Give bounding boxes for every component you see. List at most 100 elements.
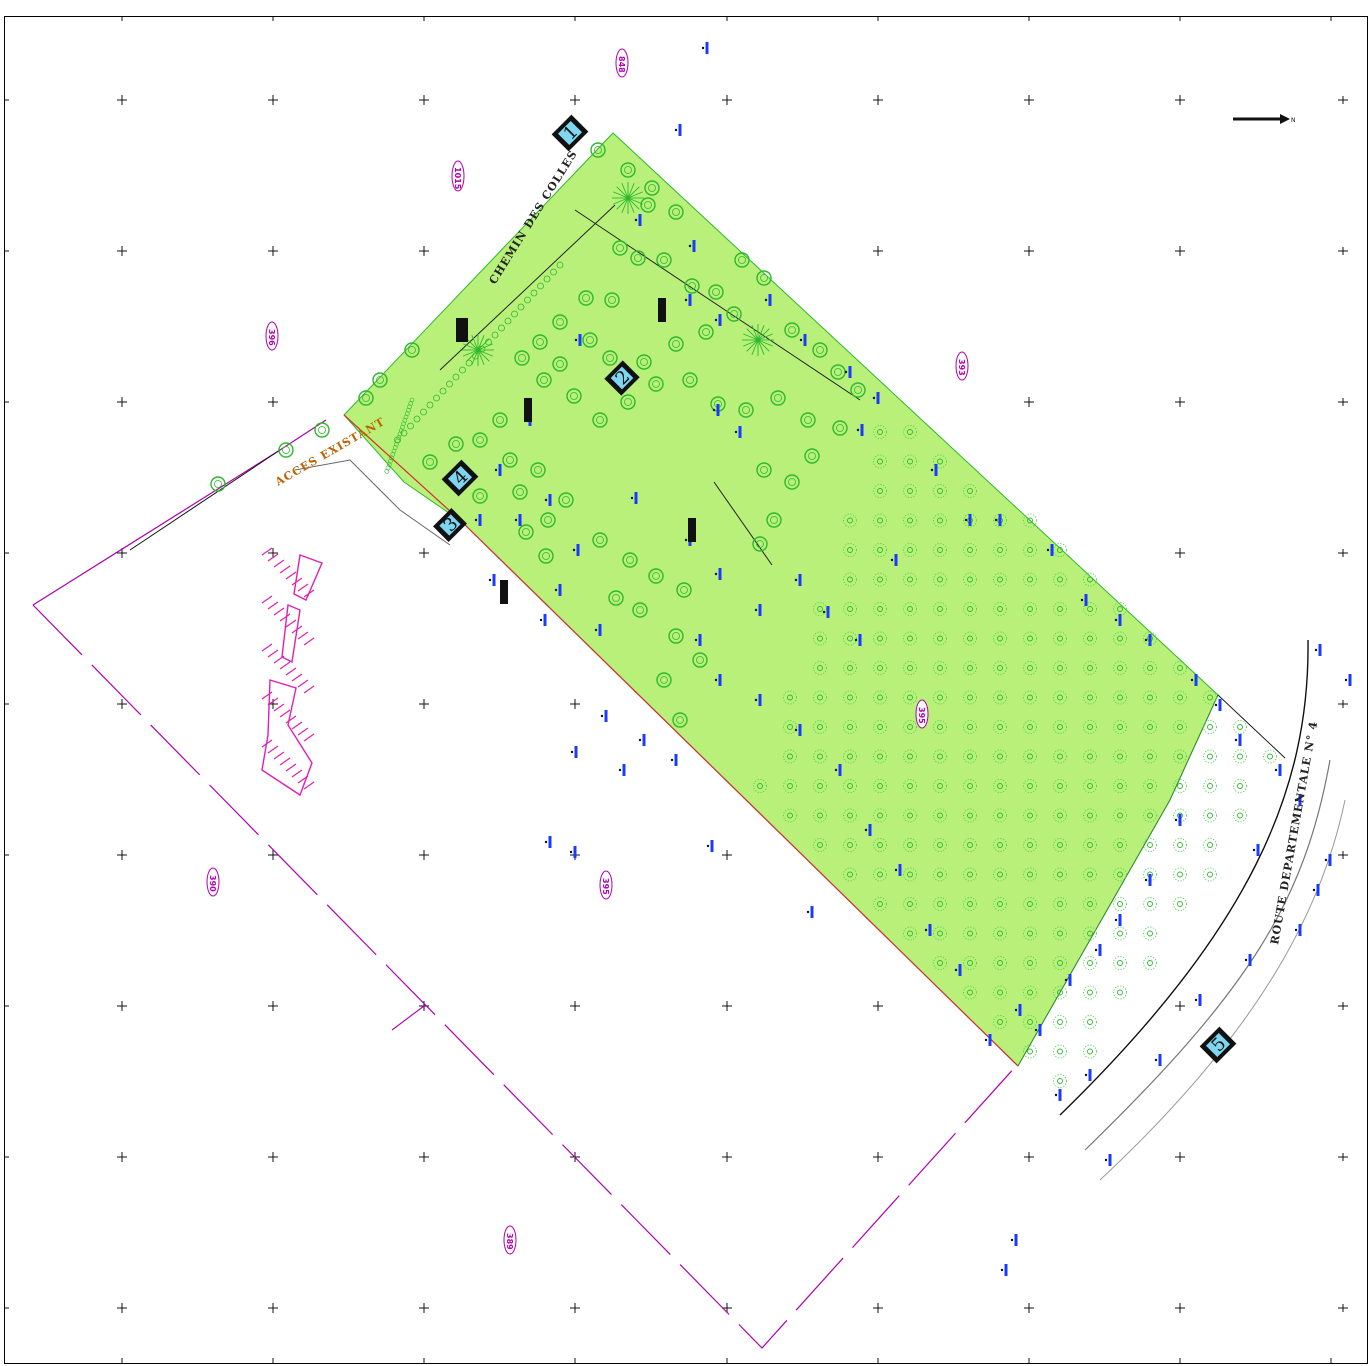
spot-elevation	[1080, 594, 1088, 606]
spot-elevation	[688, 240, 696, 252]
spot-elevation	[994, 514, 1002, 526]
spot-elevation	[1104, 1154, 1112, 1166]
view-marker-5[interactable]: 5	[1199, 1026, 1237, 1064]
spot-elevation	[1054, 1089, 1062, 1101]
spot-elevation	[844, 366, 852, 378]
spot-elevation	[854, 634, 862, 646]
palm-icon	[742, 324, 774, 356]
svg-text:1015: 1015	[453, 167, 462, 190]
spot-elevation	[1214, 699, 1222, 711]
structure-block	[658, 298, 666, 322]
spot-elevation	[1014, 1004, 1022, 1016]
spot-elevation	[544, 836, 552, 848]
spot-elevation	[494, 464, 502, 476]
spot-elevation	[638, 734, 646, 746]
spot-elevation	[1010, 1234, 1018, 1246]
spot-elevation	[1194, 994, 1202, 1006]
palm-icon	[462, 334, 494, 366]
building-footprints	[261, 554, 323, 797]
spot-elevation	[539, 614, 547, 626]
spot-elevation	[574, 334, 582, 346]
palm-icon	[612, 182, 644, 214]
spot-elevation	[1234, 734, 1242, 746]
tree-icon	[278, 442, 294, 458]
parcel-number-395-b: 395	[599, 870, 613, 900]
access-label: ACCES EXISTANT	[272, 415, 387, 489]
spot-elevation	[894, 864, 902, 876]
spot-elevation	[474, 514, 482, 526]
spot-elevation	[822, 606, 830, 618]
spot-elevation	[834, 764, 842, 776]
structure-block	[524, 398, 532, 422]
spot-elevation	[714, 568, 722, 580]
spot-elevation	[554, 584, 562, 596]
spot-elevation	[684, 294, 692, 306]
spot-elevation	[1154, 1054, 1162, 1066]
departmental-road-edge-1	[1059, 639, 1309, 1116]
departmental-road-edge-3	[1099, 799, 1346, 1181]
departmental-road-edge-2	[1084, 759, 1331, 1151]
svg-text:848: 848	[617, 56, 626, 73]
svg-text:395: 395	[917, 707, 926, 724]
spot-elevation	[634, 214, 642, 226]
spot-elevation	[514, 514, 522, 526]
spot-annotations	[456, 42, 1352, 1276]
tree-icon	[314, 422, 330, 438]
spot-elevation	[806, 906, 814, 918]
view-marker-1[interactable]: 1	[551, 114, 589, 152]
spot-elevation	[544, 494, 552, 506]
spot-elevation	[1174, 814, 1182, 826]
svg-text:390: 390	[208, 875, 217, 892]
spot-elevation	[706, 840, 714, 852]
spot-elevation	[572, 544, 580, 556]
spot-elevation	[1084, 1069, 1092, 1081]
spot-elevation	[1244, 954, 1252, 966]
spot-elevation	[630, 492, 638, 504]
spot-elevation	[488, 574, 496, 586]
spot-elevation	[794, 724, 802, 736]
north-arrow-icon: N	[1233, 114, 1296, 124]
spot-elevation	[984, 1034, 992, 1046]
view-marker-3[interactable]: 3	[433, 508, 467, 542]
view-marker-4[interactable]: 4	[441, 459, 479, 497]
spot-elevation	[1252, 844, 1260, 856]
spot-elevation	[670, 754, 678, 766]
spot-elevation	[1064, 974, 1072, 986]
spot-elevation	[794, 574, 802, 586]
parcel-number-395-a: 395	[915, 699, 929, 729]
spot-elevation	[570, 746, 578, 758]
parcel-number-393: 393	[955, 351, 969, 381]
spot-elevation	[964, 514, 972, 526]
spot-elevation	[930, 464, 938, 476]
inner-path	[439, 204, 616, 371]
spot-elevation	[734, 426, 742, 438]
hedge	[384, 261, 564, 474]
access-road-edge	[129, 449, 281, 551]
spot-elevation	[1144, 874, 1152, 886]
trees-layer	[210, 142, 866, 728]
spot-elevation	[594, 624, 602, 636]
spot-elevation	[1190, 674, 1198, 686]
north-arrow-label: N	[1291, 117, 1296, 124]
parcel-number-389: 389	[503, 1225, 517, 1255]
access-track	[294, 459, 451, 546]
spot-elevation	[1114, 614, 1122, 626]
spot-elevation	[1312, 884, 1320, 896]
spot-elevation	[754, 694, 762, 706]
spot-elevation	[799, 334, 807, 346]
parcel-number-390: 390	[206, 867, 220, 897]
zone-edge-north	[1217, 694, 1286, 759]
spot-elevation	[1344, 674, 1352, 686]
view-marker-2[interactable]: 2	[604, 360, 640, 396]
spot-elevation	[714, 674, 722, 686]
spot-elevation	[1000, 1264, 1008, 1276]
spot-elevation	[924, 924, 932, 936]
spot-elevation	[674, 124, 682, 136]
spot-elevation	[1114, 914, 1122, 926]
spot-elevation	[1046, 544, 1054, 556]
spot-elevation	[712, 404, 720, 416]
spot-elevation	[1274, 764, 1282, 776]
spot-elevation	[954, 964, 962, 976]
spot-elevation	[890, 554, 898, 566]
